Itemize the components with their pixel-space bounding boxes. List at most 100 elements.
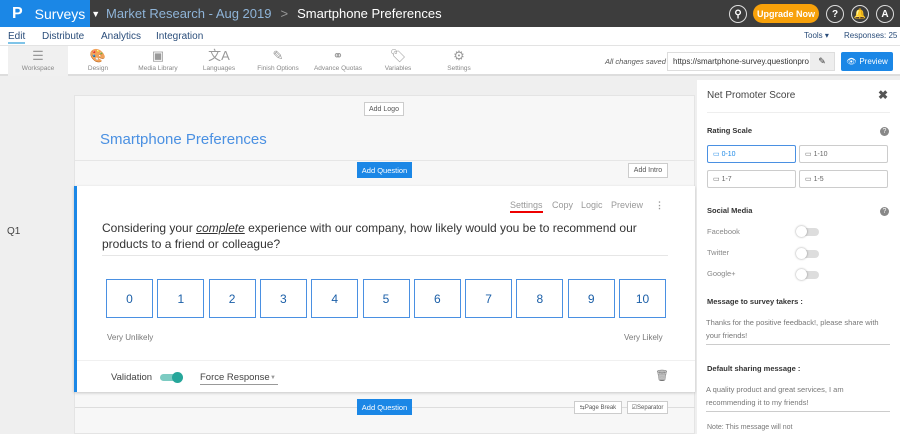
- ruler-icon: ▭: [713, 176, 722, 183]
- scale-option-6[interactable]: 6: [413, 279, 461, 318]
- tool-media-library[interactable]: ▣ Media Library: [128, 46, 188, 76]
- force-response-select[interactable]: Force Response ▼: [200, 372, 278, 385]
- add-logo-button[interactable]: Add Logo: [364, 102, 404, 116]
- trash-icon[interactable]: 🗑: [655, 370, 669, 382]
- app-name: Surveys: [34, 5, 86, 22]
- social-media-label: Social Media: [707, 206, 753, 215]
- save-status: All changes saved: [605, 57, 666, 66]
- high-label: Very Likely: [624, 333, 663, 342]
- note-text: Note: This message will not: [707, 424, 793, 431]
- scale-option-5[interactable]: 5: [362, 279, 410, 318]
- message-textarea[interactable]: Thanks for the positive feedback!, pleas…: [706, 316, 890, 345]
- page-break-icon: ⇆: [579, 405, 585, 411]
- scale-option-1[interactable]: 1: [157, 279, 205, 318]
- googleplus-toggle[interactable]: [796, 269, 819, 280]
- twitter-label: Twitter: [707, 248, 730, 257]
- palette-icon: 🎨: [89, 48, 107, 63]
- add-question-button[interactable]: Add Question: [357, 162, 412, 178]
- tab-integration[interactable]: Integration: [156, 31, 204, 42]
- logo: P: [12, 4, 23, 22]
- close-icon[interactable]: ✖: [878, 88, 889, 102]
- low-label: Very Unlikely: [107, 333, 154, 342]
- facebook-toggle[interactable]: [796, 226, 819, 237]
- breadcrumb: Market Research - Aug 2019 > Smartphone …: [106, 6, 442, 21]
- scale-option-9[interactable]: 9: [567, 279, 615, 318]
- page-break-button[interactable]: ⇆ Page Break: [574, 401, 622, 414]
- tool-settings[interactable]: ⚙ Settings: [429, 46, 489, 76]
- scale-option-1-7[interactable]: ▭ 1-7: [707, 170, 796, 188]
- ruler-icon: ▭: [713, 151, 722, 158]
- scale-option-4[interactable]: 4: [311, 279, 359, 318]
- validation-label: Validation: [111, 372, 153, 383]
- bell-icon[interactable]: 🔔: [851, 5, 869, 23]
- survey-title[interactable]: Smartphone Preferences: [100, 131, 267, 148]
- survey-url-field[interactable]: https://smartphone-survey.questionpro ✎: [667, 52, 835, 71]
- scale-option-1-5[interactable]: ▭ 1-5: [799, 170, 888, 188]
- tool-workspace[interactable]: ☰ Workspace: [8, 46, 68, 76]
- nav-bar: Edit Distribute Analytics Integration To…: [0, 27, 900, 46]
- caret-down-icon: ▼: [91, 8, 101, 19]
- question-text[interactable]: Considering your complete experience wit…: [102, 221, 637, 251]
- search-icon[interactable]: ⚲: [729, 5, 747, 23]
- tools-menu[interactable]: Tools ▾: [804, 31, 829, 40]
- ruler-icon: ▭: [805, 176, 814, 183]
- add-question-bottom-button[interactable]: Add Question: [357, 399, 412, 415]
- tool-variables[interactable]: 🏷 Variables: [368, 46, 428, 76]
- tool-finish-options[interactable]: ✎ Finish Options: [248, 46, 308, 76]
- tool-languages[interactable]: 文A Languages: [189, 46, 249, 76]
- tag-icon: 🏷: [389, 48, 407, 63]
- tab-analytics[interactable]: Analytics: [101, 31, 142, 42]
- help-icon[interactable]: ?: [880, 127, 889, 136]
- tool-advance-quotas[interactable]: ⚭ Advance Quotas: [308, 46, 368, 76]
- workspace-icon: ☰: [32, 48, 44, 63]
- sharing-textarea[interactable]: A quality product and great services, I …: [706, 383, 890, 412]
- languages-icon: 文A: [208, 48, 230, 63]
- validation-toggle[interactable]: [160, 372, 183, 383]
- panel-title: Net Promoter Score: [707, 90, 796, 101]
- add-intro-button[interactable]: Add Intro: [628, 163, 668, 178]
- facebook-label: Facebook: [707, 227, 740, 236]
- preview-button[interactable]: 👁 Preview: [841, 52, 893, 71]
- ruler-icon: ▭: [805, 151, 814, 158]
- link-icon: ⚭: [332, 48, 344, 63]
- tab-edit[interactable]: Edit: [8, 31, 26, 44]
- tool-design[interactable]: 🎨 Design: [68, 46, 128, 76]
- help-icon[interactable]: ?: [880, 207, 889, 216]
- googleplus-label: Google+: [707, 269, 736, 278]
- more-vertical-icon[interactable]: ⋮: [655, 200, 664, 210]
- scale-option-7[interactable]: 7: [465, 279, 513, 318]
- question-settings-link[interactable]: Settings: [510, 200, 543, 213]
- pencil-icon[interactable]: ✎: [810, 53, 834, 70]
- avatar[interactable]: A: [876, 5, 894, 23]
- twitter-toggle[interactable]: [796, 248, 819, 259]
- question-number: Q1: [7, 226, 21, 237]
- divider: [75, 160, 695, 161]
- image-icon: ▣: [151, 48, 165, 63]
- eye-icon: 👁: [846, 57, 857, 66]
- separator-button[interactable]: ☑ Separator: [627, 401, 668, 414]
- divider: [102, 255, 668, 256]
- rating-scale-label: Rating Scale: [707, 126, 753, 135]
- scale-option-2[interactable]: 2: [208, 279, 256, 318]
- scale-option-0-10[interactable]: ▭ 0-10: [707, 145, 796, 163]
- breadcrumb-parent[interactable]: Market Research - Aug 2019: [106, 6, 272, 21]
- top-bar: [0, 0, 900, 27]
- question-preview-link[interactable]: Preview: [611, 200, 644, 210]
- scale-option-1-10[interactable]: ▭ 1-10: [799, 145, 888, 163]
- help-icon[interactable]: ?: [826, 5, 844, 23]
- checkbox-icon: ☑: [631, 405, 638, 411]
- question-logic-link[interactable]: Logic: [581, 200, 603, 210]
- breadcrumb-separator: >: [280, 6, 289, 21]
- caret-down-icon: ▼: [270, 375, 276, 381]
- breadcrumb-current: Smartphone Preferences: [297, 6, 442, 21]
- sharing-label: Default sharing message :: [707, 364, 801, 373]
- tab-distribute[interactable]: Distribute: [42, 31, 85, 42]
- scale-option-8[interactable]: 8: [516, 279, 564, 318]
- divider: [77, 360, 695, 361]
- question-copy-link[interactable]: Copy: [552, 200, 574, 210]
- upgrade-button[interactable]: Upgrade Now: [753, 4, 819, 23]
- scale-option-10[interactable]: 10: [619, 279, 666, 318]
- scale-option-3[interactable]: 3: [259, 279, 307, 318]
- surveys-menu[interactable]: P Surveys ▼: [0, 0, 100, 27]
- scale-option-0[interactable]: 0: [106, 279, 153, 318]
